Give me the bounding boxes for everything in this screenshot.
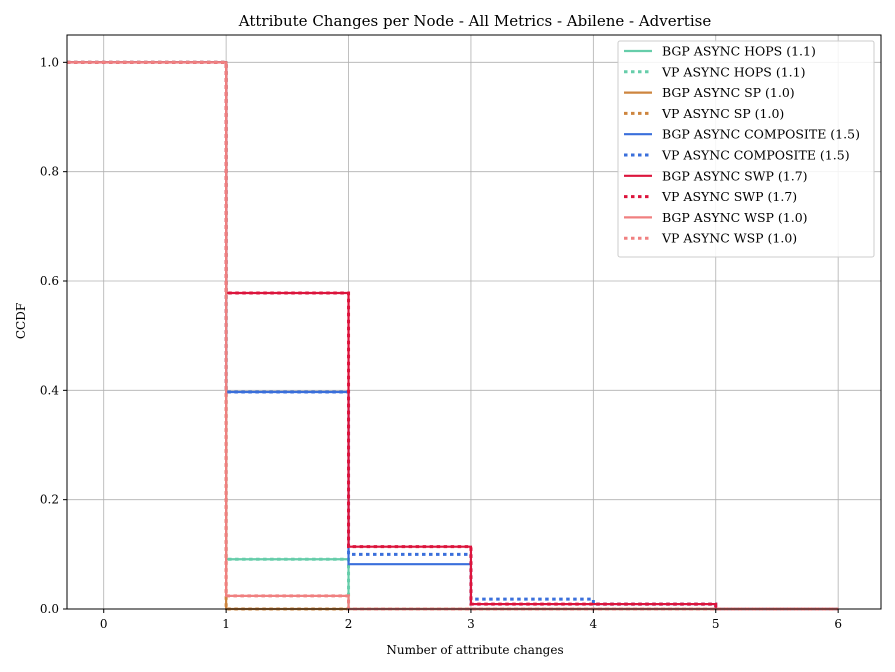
y-tick-label: 1.0 (40, 55, 59, 69)
legend-label: BGP ASYNC WSP (1.0) (662, 210, 808, 225)
x-tick-label: 0 (100, 617, 108, 631)
chart-title: Attribute Changes per Node - All Metrics… (238, 12, 712, 30)
legend-label: BGP ASYNC SP (1.0) (662, 85, 795, 100)
legend-label: VP ASYNC SWP (1.7) (661, 189, 797, 204)
y-tick-label: 0.0 (40, 602, 59, 616)
legend-label: VP ASYNC WSP (1.0) (661, 231, 797, 246)
axis-ticks: 0 1 2 3 4 5 6 0.0 0.2 0.4 0.6 0.8 1.0 (40, 55, 842, 631)
x-tick-label: 6 (834, 617, 842, 631)
y-tick-label: 0.8 (40, 165, 59, 179)
x-tick-label: 4 (590, 617, 598, 631)
plot-frame (66, 34, 882, 610)
legend-label: BGP ASYNC HOPS (1.1) (662, 44, 816, 59)
x-tick-label: 3 (467, 617, 475, 631)
legend-label: VP ASYNC SP (1.0) (661, 106, 784, 121)
series-line-vp-async-swp-1-7 (67, 60, 839, 611)
legend-label: BGP ASYNC COMPOSITE (1.5) (662, 127, 860, 142)
y-tick-label: 0.6 (40, 274, 59, 288)
x-tick-label: 1 (222, 617, 230, 631)
legend-label: BGP ASYNC SWP (1.7) (662, 168, 808, 183)
x-axis-label: Number of attribute changes (386, 643, 563, 657)
y-tick-label: 0.2 (40, 493, 59, 507)
y-tick-label: 0.4 (40, 383, 59, 397)
y-axis-label: CCDF (14, 303, 28, 339)
legend-box (617, 40, 875, 258)
legend: BGP ASYNC HOPS (1.1) VP ASYNC HOPS (1.1) B… (617, 40, 875, 258)
legend-label: VP ASYNC COMPOSITE (1.5) (661, 148, 850, 163)
series-line-vp-async-wsp-1-0 (67, 60, 839, 611)
x-tick-label: 5 (712, 617, 720, 631)
legend-label: VP ASYNC HOPS (1.1) (661, 64, 805, 79)
x-tick-label: 2 (345, 617, 353, 631)
